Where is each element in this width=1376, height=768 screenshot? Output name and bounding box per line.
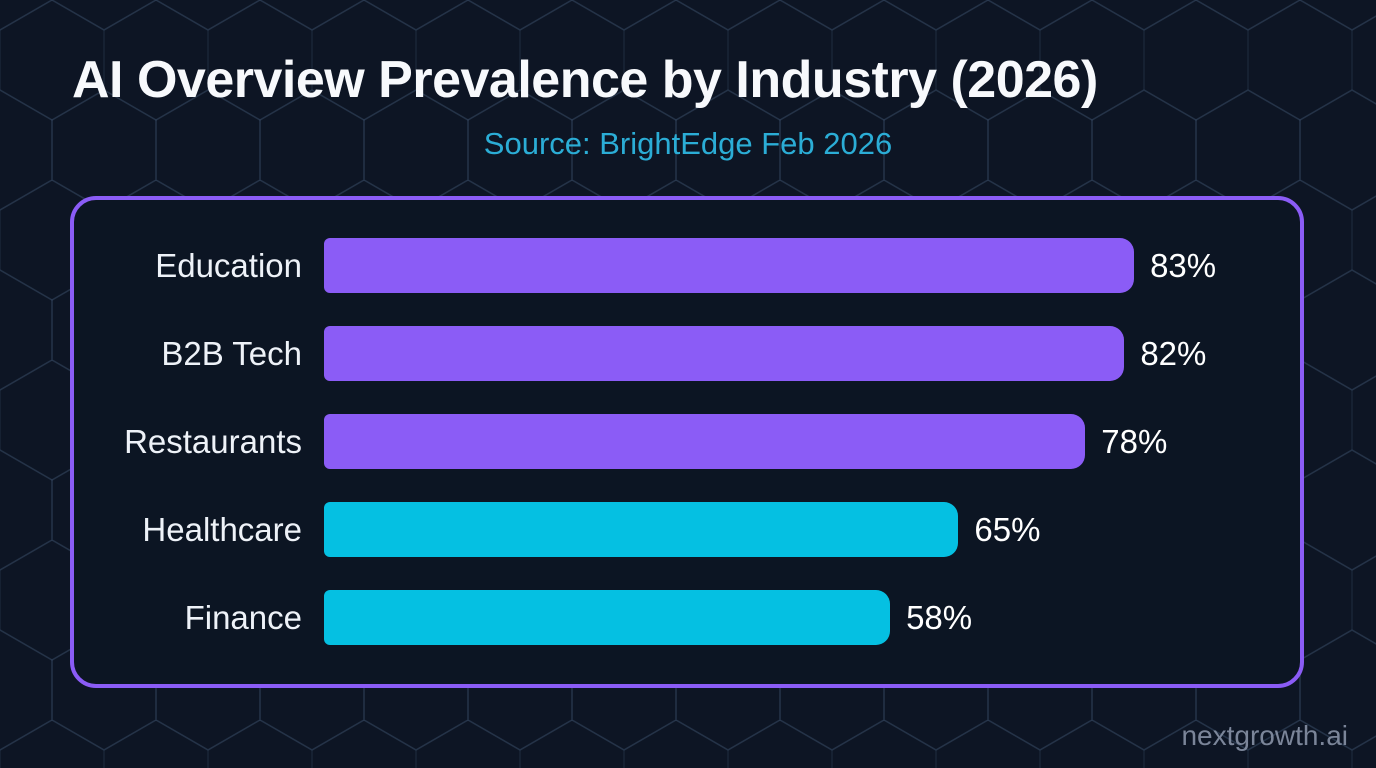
bar: [324, 326, 1125, 381]
category-label: Finance: [184, 599, 302, 636]
bar-rows-container: Education 83% B2B Tech 82% Restaurants 7…: [74, 238, 1300, 645]
value-label: 58%: [906, 599, 973, 636]
bar-row: Education 83%: [74, 238, 1300, 293]
bar: [324, 590, 891, 645]
bar-track: 78%: [324, 414, 1300, 469]
chart-title: AI Overview Prevalence by Industry (2026…: [72, 51, 1098, 109]
bar: [324, 502, 959, 557]
value-label: 65%: [974, 511, 1041, 548]
category-label: B2B Tech: [161, 335, 302, 372]
bar: [324, 238, 1135, 293]
value-label: 78%: [1101, 423, 1168, 460]
bar-row: B2B Tech 82%: [74, 326, 1300, 381]
watermark-brand: nextgrowth.ai: [1181, 720, 1348, 751]
category-label: Education: [155, 247, 302, 284]
value-label: 83%: [1150, 247, 1217, 284]
bar-track: 65%: [324, 502, 1300, 557]
chart-source-subtitle: Source: BrightEdge Feb 2026: [483, 126, 893, 161]
bar-track: 82%: [324, 326, 1300, 381]
category-label: Restaurants: [124, 423, 302, 460]
chart-panel: Education 83% B2B Tech 82% Restaurants 7…: [70, 196, 1304, 688]
value-label: 82%: [1140, 335, 1207, 372]
bar: [324, 414, 1086, 469]
bar-track: 58%: [324, 590, 1300, 645]
bar-track: 83%: [324, 238, 1300, 293]
bar-row: Finance 58%: [74, 590, 1300, 645]
bar-row: Healthcare 65%: [74, 502, 1300, 557]
category-label: Healthcare: [142, 511, 302, 548]
bar-row: Restaurants 78%: [74, 414, 1300, 469]
